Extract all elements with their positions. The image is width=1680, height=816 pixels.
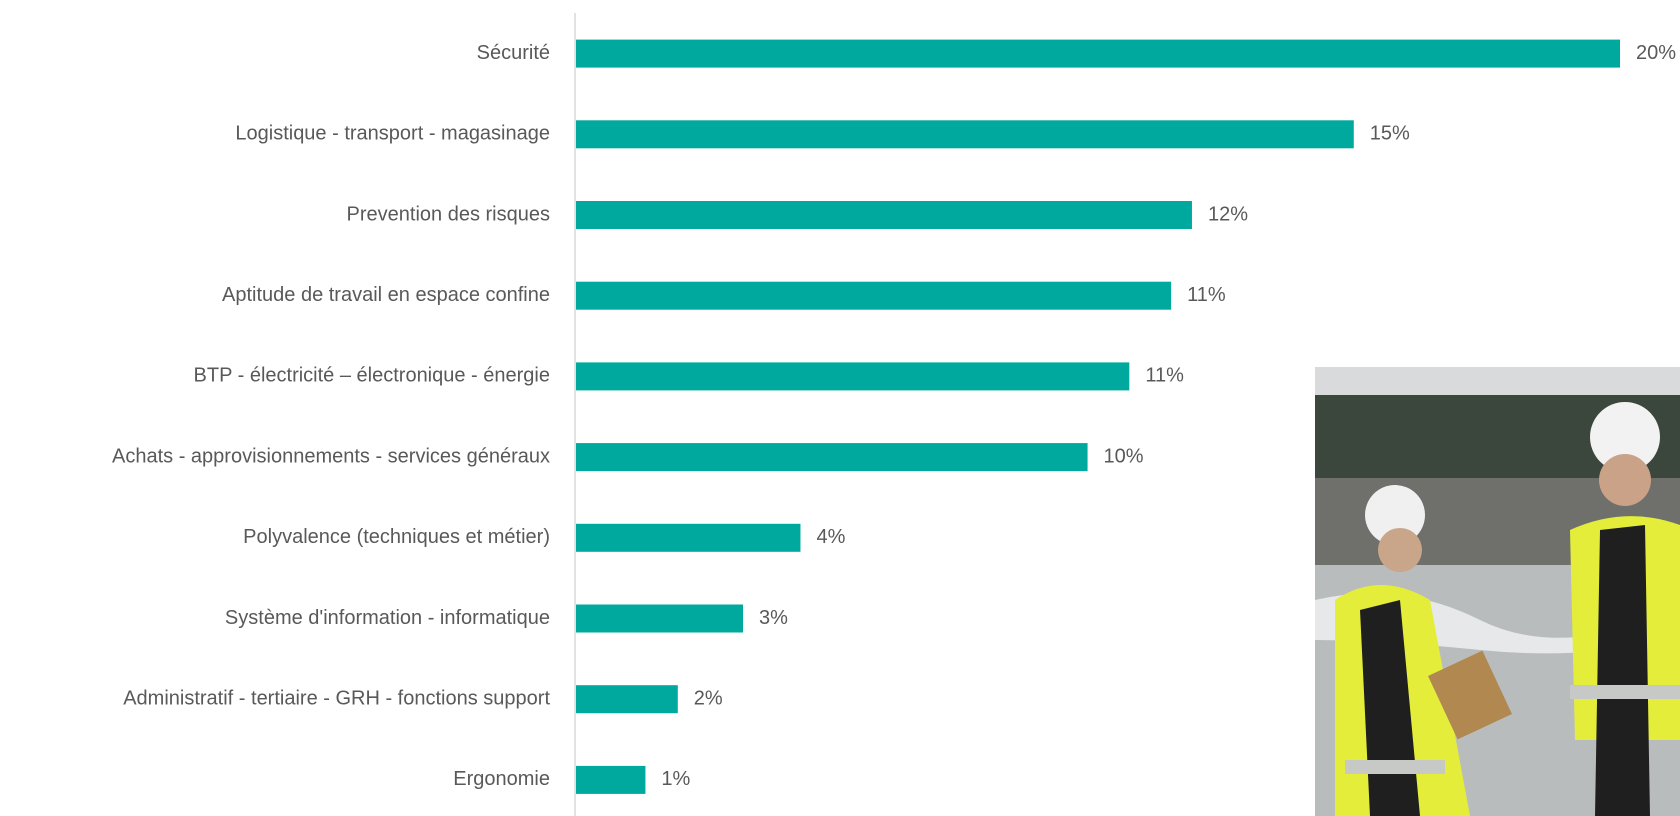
bar	[576, 120, 1354, 149]
category-label: Aptitude de travail en espace confine	[222, 284, 550, 306]
data-label: 10%	[1104, 445, 1144, 467]
data-label: 20%	[1636, 42, 1676, 64]
data-label: 1%	[661, 768, 690, 790]
data-label: 4%	[816, 526, 845, 548]
data-label: 11%	[1187, 284, 1226, 306]
category-label: Logistique - transport - magasinage	[235, 123, 550, 145]
category-label: Ergonomie	[453, 768, 550, 790]
category-label: BTP - électricité – électronique - énerg…	[194, 365, 550, 387]
bar	[576, 39, 1620, 68]
bar	[576, 362, 1130, 391]
data-label: 15%	[1370, 123, 1410, 145]
data-label: 3%	[759, 607, 788, 629]
data-label: 2%	[694, 687, 723, 709]
bar	[576, 201, 1192, 229]
bar	[576, 765, 646, 794]
category-label: Prevention des risques	[347, 203, 550, 225]
data-label: 11%	[1145, 365, 1184, 387]
category-label: Administratif - tertiaire - GRH - foncti…	[123, 687, 550, 709]
category-label: Achats - approvisionnements - services g…	[112, 445, 550, 467]
photo	[1315, 367, 1680, 816]
bar	[576, 281, 1172, 310]
bar	[576, 685, 678, 714]
bar	[576, 523, 801, 552]
category-label: Sécurité	[477, 42, 550, 64]
category-label: Polyvalence (techniques et métier)	[243, 526, 550, 548]
category-label: Système d'information - informatique	[225, 607, 550, 629]
bar	[576, 604, 744, 633]
data-label: 12%	[1208, 203, 1248, 225]
bar	[576, 443, 1088, 472]
